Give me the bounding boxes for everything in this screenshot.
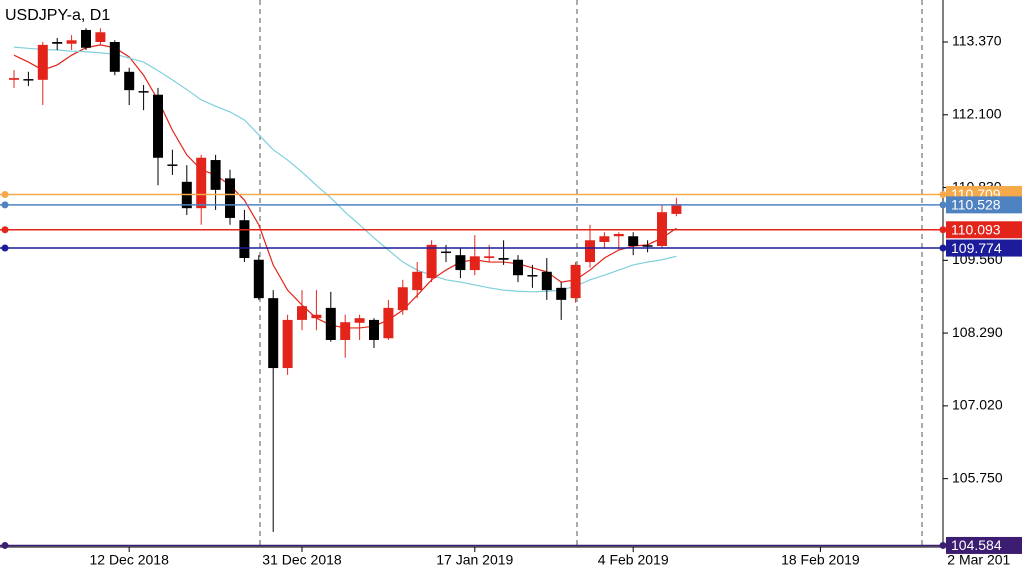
candle-body — [513, 259, 523, 276]
x-tick-label: 12 Dec 2018 — [89, 552, 169, 568]
y-tick-label: 105.750 — [952, 469, 1003, 485]
candle-body — [66, 40, 77, 44]
candle-body — [383, 307, 394, 339]
x-tick-label: 17 Jan 2019 — [436, 552, 513, 568]
x-tick-label: 18 Feb 2019 — [781, 552, 860, 568]
level-handle — [1, 201, 9, 209]
price-label-box — [946, 221, 1022, 239]
level-handle — [1, 244, 9, 252]
candle-body — [671, 204, 682, 214]
candle-body — [570, 264, 581, 299]
candle-body — [325, 307, 336, 340]
candle-body — [426, 244, 437, 279]
candle-body — [124, 71, 135, 91]
candle-body — [498, 258, 509, 260]
level-handle — [939, 226, 947, 234]
price-label-box — [946, 536, 1022, 554]
price-label-text: 109.774 — [951, 240, 1002, 256]
price-label: 110.528 — [946, 196, 1022, 214]
candle-body — [556, 287, 567, 300]
x-tick-label: 2 Mar 201 — [947, 552, 1010, 568]
candle-body — [297, 306, 307, 320]
candle-body — [340, 322, 351, 340]
candle-body — [52, 42, 63, 44]
candle-body — [253, 259, 264, 299]
price-label: 104.584 — [946, 536, 1022, 554]
candle-body — [196, 157, 207, 209]
y-tick-label: 108.290 — [952, 324, 1003, 340]
candle-body — [311, 314, 322, 319]
x-tick-label: 4 Feb 2019 — [598, 552, 669, 568]
y-tick-label: 112.100 — [952, 105, 1002, 121]
price-label-text: 110.528 — [951, 197, 1001, 213]
candle-body — [210, 160, 221, 190]
price-label: 110.093 — [946, 221, 1022, 239]
y-tick-label: 107.020 — [952, 397, 1003, 413]
price-label: 109.774 — [946, 239, 1022, 257]
candle-body — [9, 78, 19, 80]
candle-body — [37, 44, 48, 80]
candle-body — [109, 42, 120, 72]
candle-body — [484, 256, 495, 259]
candle-body — [153, 94, 163, 158]
candle-body — [455, 255, 466, 271]
candle-body — [369, 319, 379, 340]
price-label-box — [946, 239, 1022, 257]
candle-body — [412, 271, 423, 291]
candle-body — [397, 287, 408, 311]
candle-body — [613, 233, 624, 237]
candle-body — [541, 271, 552, 291]
chart-title: USDJPY-a, D1 — [5, 7, 110, 24]
candle-body — [282, 319, 293, 369]
level-handle — [939, 190, 947, 198]
candle-body — [354, 318, 365, 323]
price-label-box — [946, 196, 1022, 214]
candle-body — [585, 240, 595, 263]
y-tick-label: 113.370 — [952, 33, 1002, 49]
candle-body — [81, 29, 91, 48]
level-handle — [939, 244, 947, 252]
level-handle — [939, 201, 947, 209]
candle-body — [469, 256, 480, 271]
x-tick-label: 31 Dec 2018 — [262, 552, 342, 568]
level-handle — [1, 190, 9, 198]
level-handle — [1, 541, 9, 549]
candle-body — [95, 32, 106, 43]
candle-body — [225, 178, 235, 218]
price-label-text: 110.093 — [951, 221, 1001, 237]
price-label-text: 104.584 — [951, 537, 1002, 553]
level-handle — [939, 541, 947, 549]
candle-body — [628, 236, 639, 246]
candle-body — [239, 220, 250, 259]
level-handle — [1, 226, 9, 234]
candle-body — [268, 298, 279, 369]
candle-body — [599, 236, 610, 242]
